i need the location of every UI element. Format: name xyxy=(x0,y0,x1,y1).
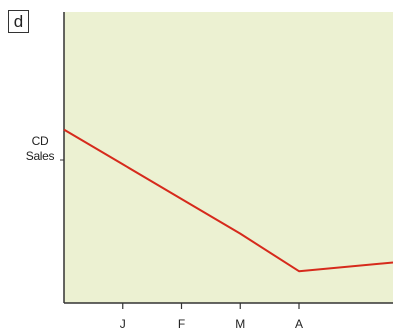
plot-area-background xyxy=(64,12,393,303)
series-group xyxy=(63,128,393,273)
axes-group xyxy=(63,12,393,304)
y-axis-label-line-1: CD xyxy=(31,134,49,148)
panel-label: d xyxy=(8,10,29,33)
x-tick-label: M xyxy=(235,317,245,331)
series-line xyxy=(63,128,393,273)
y-axis-label-line-2: Sales xyxy=(25,149,55,163)
x-tick-label: F xyxy=(178,317,185,331)
x-tick-label: A xyxy=(295,317,303,331)
x-tick-label: J xyxy=(120,317,126,331)
y-axis-label: CD Sales xyxy=(16,134,64,164)
